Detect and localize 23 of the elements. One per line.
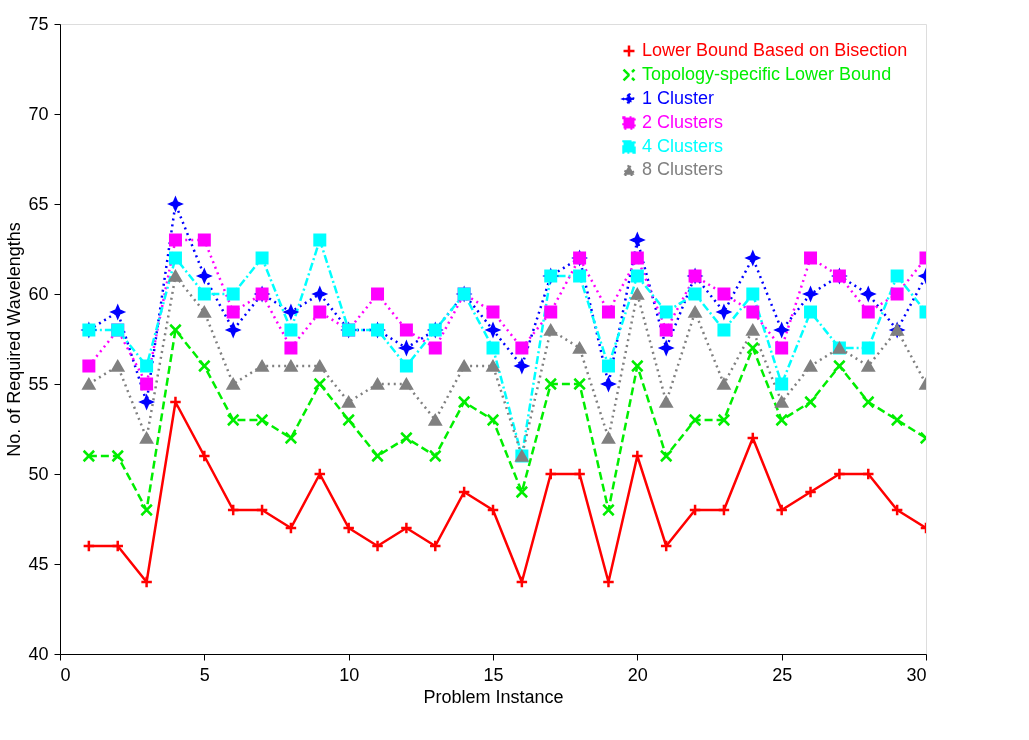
x-tick-label: 20 <box>627 664 648 685</box>
legend-label: 2 Clusters <box>642 112 724 132</box>
y-tick-label: 45 <box>28 553 49 574</box>
y-tick-label: 60 <box>28 283 49 304</box>
x-axis-title: Problem Instance <box>423 686 564 707</box>
x-tick-label: 5 <box>199 664 210 685</box>
x-tick-label: 30 <box>906 664 927 685</box>
y-tick-label: 70 <box>28 103 49 124</box>
x-tick-label: 25 <box>772 664 793 685</box>
legend-label: Lower Bound Based on Bisection <box>642 40 908 60</box>
y-tick-label: 75 <box>28 13 49 34</box>
legend-label: 1 Cluster <box>642 88 715 108</box>
x-tick-label: 0 <box>60 664 71 685</box>
x-tick-label: 15 <box>483 664 504 685</box>
x-tick-label: 10 <box>339 664 360 685</box>
y-tick-label: 65 <box>28 193 49 214</box>
legend-label: 8 Clusters <box>642 159 724 179</box>
y-tick-label: 55 <box>28 373 49 394</box>
legend-label: Topology-specific Lower Bound <box>642 64 892 84</box>
y-axis-title: No. of Required Wavelengths <box>4 222 25 457</box>
legend-label: 4 Clusters <box>642 136 724 156</box>
y-tick-label: 50 <box>28 463 49 484</box>
y-tick-label: 40 <box>28 643 49 664</box>
